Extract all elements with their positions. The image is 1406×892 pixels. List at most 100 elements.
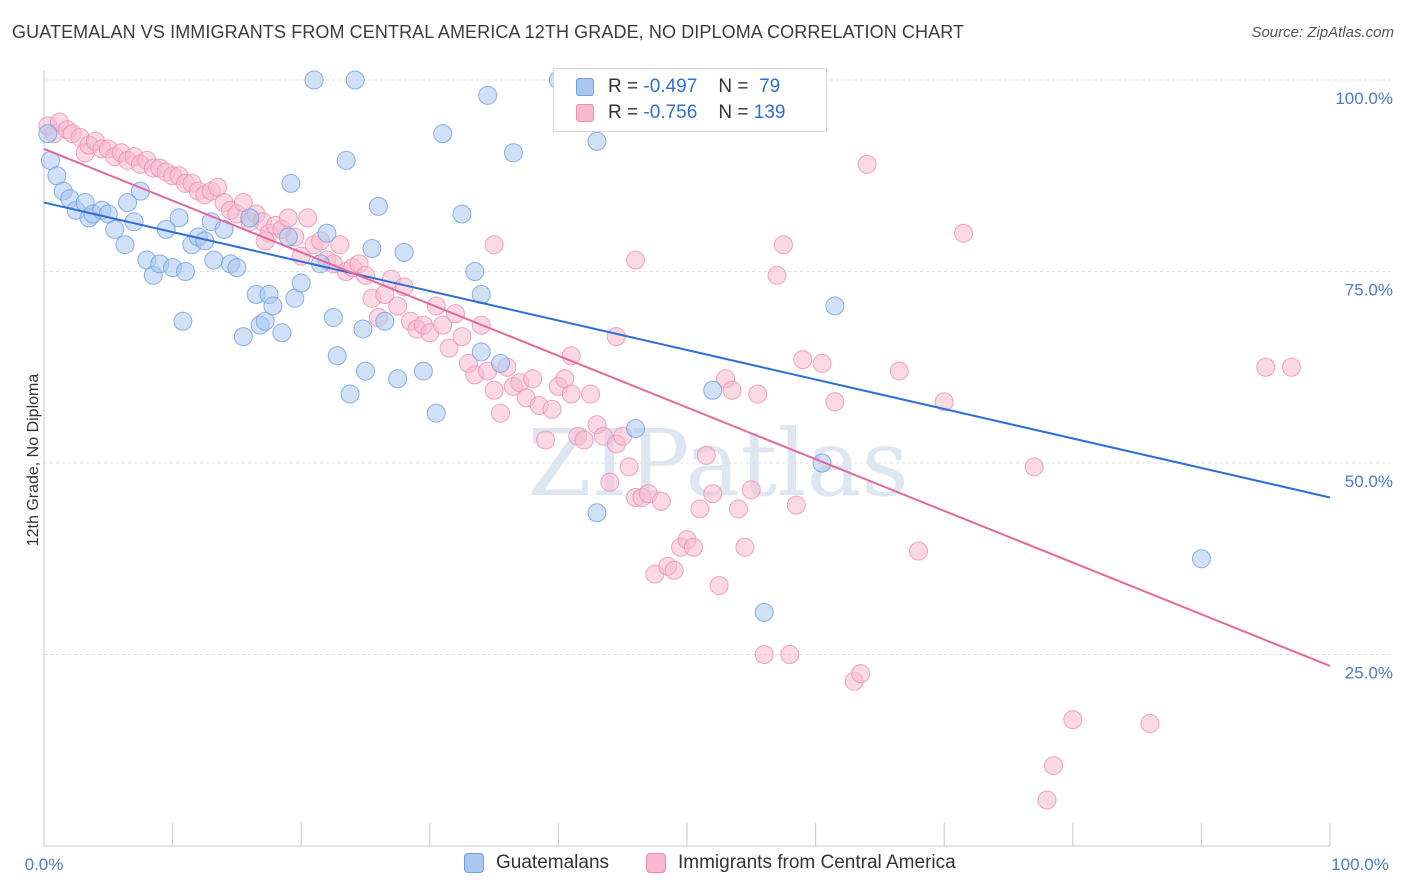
guatemalans-point xyxy=(345,70,365,90)
guatemalans-point xyxy=(356,361,375,381)
guatemalans-point xyxy=(38,124,58,144)
guatemalans-point xyxy=(340,384,360,404)
immigrants-point xyxy=(683,537,703,557)
immigrants-point xyxy=(1140,713,1160,733)
immigrants-point xyxy=(728,499,748,519)
immigrants-point xyxy=(439,338,459,358)
immigrants-point xyxy=(600,472,620,492)
guatemalans-point xyxy=(503,143,523,163)
guatemalans-point xyxy=(471,342,491,362)
immigrants-point xyxy=(709,576,729,596)
legend-n-value: 79 xyxy=(759,76,781,97)
guatemalans-point xyxy=(362,239,382,259)
guatemalans-point xyxy=(175,262,195,281)
legend-n-label: N = xyxy=(718,102,749,123)
immigrants-point xyxy=(825,392,845,412)
immigrants-point xyxy=(651,491,671,511)
y-tick-label: 100.0% xyxy=(1335,89,1393,108)
immigrants-point xyxy=(388,296,408,316)
series-guatemalans-points xyxy=(38,70,1211,622)
guatemalans-point xyxy=(304,70,324,90)
guatemalans-point xyxy=(812,453,832,473)
immigrants-point xyxy=(1281,357,1301,377)
bottom-legend-swatch-blue xyxy=(464,853,484,873)
x-tick-label-max: 100.0% xyxy=(1331,855,1389,874)
legend-r-value: -0.497 xyxy=(643,76,698,97)
immigrants-point xyxy=(536,430,556,450)
guatemalans-point xyxy=(169,208,189,228)
immigrants-point xyxy=(1037,790,1057,810)
guatemalans-point xyxy=(626,419,646,439)
guatemalans-point xyxy=(587,503,607,523)
immigrants-point xyxy=(793,350,813,370)
guatemalans-point xyxy=(327,346,347,366)
immigrants-point xyxy=(606,327,626,347)
guatemalans-point xyxy=(825,296,845,316)
chart-title: GUATEMALAN VS IMMIGRANTS FROM CENTRAL AM… xyxy=(12,22,965,42)
immigrants-point xyxy=(561,346,581,366)
bottom-legend-label: Immigrants from Central America xyxy=(678,852,956,873)
y-tick-label: 25.0% xyxy=(1345,664,1393,683)
immigrants-point xyxy=(696,445,716,465)
guatemalans-point xyxy=(394,242,414,262)
guatemalans-point xyxy=(1191,549,1211,569)
immigrants-point xyxy=(851,664,871,684)
y-tick-labels: 25.0% 50.0% 75.0% 100.0% xyxy=(1335,89,1393,683)
x-tick-label-min: 0.0% xyxy=(25,855,64,874)
legend-swatch-pink xyxy=(576,104,594,122)
guatemalans-point xyxy=(291,273,311,293)
guatemalans-point xyxy=(204,250,224,270)
guatemalans-point xyxy=(115,235,135,255)
guatemalans-point xyxy=(240,208,260,228)
immigrants-point xyxy=(754,645,774,664)
immigrants-point xyxy=(786,495,806,515)
guatemalans-point xyxy=(413,361,433,381)
immigrants-point xyxy=(523,369,543,389)
guatemalans-point xyxy=(388,369,408,389)
immigrants-point xyxy=(619,457,639,477)
guatemalans-point xyxy=(433,124,453,144)
legend-row-guatemalans: R = -0.497 N = 79 xyxy=(576,75,780,99)
immigrants-point xyxy=(484,380,504,400)
gridlines xyxy=(44,79,1392,655)
immigrants-point xyxy=(298,208,318,228)
guatemalans-point xyxy=(272,323,292,343)
guatemalans-point xyxy=(233,327,253,347)
y-axis-label: 12th Grade, No Diploma xyxy=(25,374,42,547)
immigrants-point xyxy=(722,380,742,400)
guatemalans-point xyxy=(375,311,395,331)
legend: R = -0.497 N = 79 R = -0.756 N = 139 xyxy=(553,68,827,132)
immigrants-point xyxy=(561,384,581,404)
immigrants-point xyxy=(452,327,472,347)
immigrants-point xyxy=(278,208,298,228)
immigrants-point xyxy=(741,480,761,500)
legend-n-label: N = xyxy=(718,76,749,97)
immigrants-point xyxy=(767,265,787,285)
bottom-legend-label: Guatemalans xyxy=(496,852,610,873)
guatemalans-point xyxy=(118,193,138,213)
guatemalans-point xyxy=(336,150,356,170)
trend-line-immigrants xyxy=(43,148,1331,667)
immigrants-point xyxy=(773,235,793,255)
x-axis-ticks xyxy=(43,823,1331,846)
immigrants-point xyxy=(574,430,594,450)
bottom-legend-guatemalans: Guatemalans xyxy=(464,852,609,874)
immigrants-point xyxy=(812,353,832,373)
immigrants-point xyxy=(1044,756,1064,776)
immigrants-point xyxy=(780,645,800,664)
legend-n-value: 139 xyxy=(753,102,786,123)
immigrants-point xyxy=(889,361,909,381)
guatemalans-point xyxy=(426,403,446,423)
guatemalans-point xyxy=(105,219,125,239)
legend-r-label: R = xyxy=(608,102,639,123)
immigrants-point xyxy=(1063,710,1083,730)
trend-lines xyxy=(43,148,1331,667)
immigrants-point xyxy=(581,384,601,404)
guatemalans-point xyxy=(368,196,388,216)
guatemalans-point xyxy=(323,307,343,327)
y-tick-label: 50.0% xyxy=(1345,472,1393,491)
guatemalans-point xyxy=(281,173,301,193)
immigrants-point xyxy=(934,392,954,412)
immigrants-point xyxy=(908,541,928,561)
